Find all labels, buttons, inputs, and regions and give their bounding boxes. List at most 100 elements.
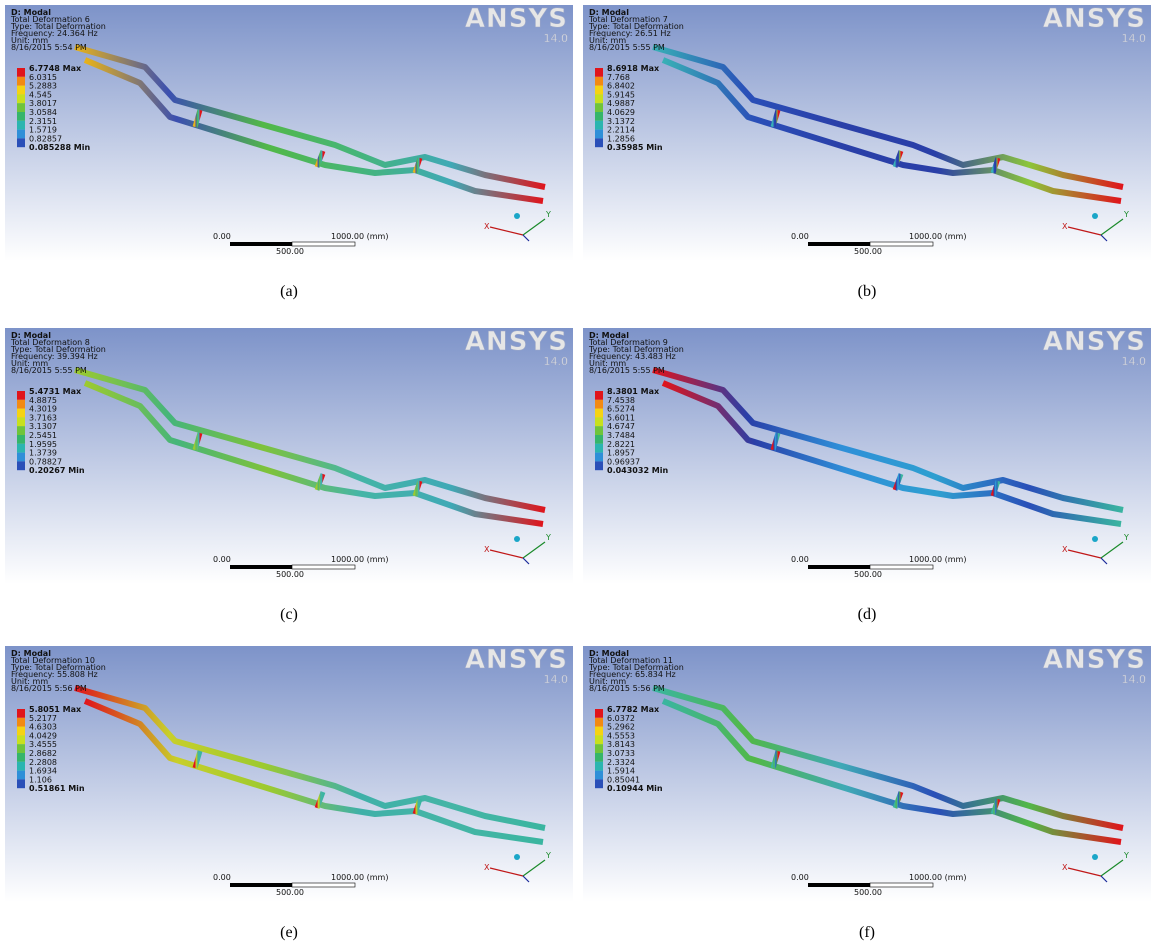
legend-label: 4.0629	[607, 108, 635, 117]
legend-label: 4.5553	[607, 731, 635, 740]
scale-start: 0.00	[791, 232, 809, 241]
legend-swatch	[595, 709, 603, 718]
legend-label: 0.10944 Min	[607, 784, 663, 793]
legend-swatch	[17, 86, 25, 95]
legend-label: 1.8957	[607, 449, 635, 458]
legend-swatch	[595, 762, 603, 771]
legend-swatch	[17, 735, 25, 744]
legend-swatch	[17, 112, 25, 121]
logo-version: 14.0	[544, 32, 569, 45]
legend-label: 3.0733	[607, 749, 635, 758]
legend-label: 1.106	[29, 775, 52, 784]
scale-end: 1000.00 (mm)	[331, 555, 388, 564]
legend-label: 8.3801 Max	[607, 387, 660, 396]
legend-label: 5.8051 Max	[29, 705, 82, 714]
legend-swatch	[17, 709, 25, 718]
legend-swatch	[595, 409, 603, 418]
legend-swatch	[595, 718, 603, 727]
legend-label: 1.2856	[607, 134, 635, 143]
legend-swatch	[595, 77, 603, 86]
legend-swatch	[595, 444, 603, 453]
scale-mid: 500.00	[276, 570, 304, 579]
legend-label: 4.0429	[29, 731, 57, 740]
legend-swatch	[17, 453, 25, 462]
scale-bar-dark	[808, 883, 870, 887]
legend-label: 0.82857	[29, 134, 62, 143]
legend-label: 2.8682	[29, 749, 57, 758]
legend-label: 0.35985 Min	[607, 143, 663, 152]
scale-bar-light	[292, 242, 355, 246]
triad-x-label: X	[484, 222, 490, 231]
logo-version: 14.0	[1122, 355, 1147, 368]
scale-end: 1000.00 (mm)	[909, 873, 966, 882]
panel-caption: (a)	[5, 283, 573, 301]
legend-label: 6.0315	[29, 73, 57, 82]
scale-end: 1000.00 (mm)	[331, 232, 388, 241]
header-timestamp: 8/16/2015 5:55 PM	[589, 366, 665, 375]
scale-start: 0.00	[213, 873, 231, 882]
legend-label: 4.6747	[607, 422, 635, 431]
scale-bar-dark	[230, 565, 292, 569]
header-timestamp: 8/16/2015 5:56 PM	[11, 684, 87, 693]
legend-swatch	[17, 138, 25, 147]
legend-label: 2.2114	[607, 126, 635, 135]
legend-label: 2.3324	[607, 758, 635, 767]
legend-label: 0.78827	[29, 457, 62, 466]
legend-swatch	[595, 94, 603, 103]
legend-swatch	[17, 426, 25, 435]
legend-swatch	[17, 435, 25, 444]
legend-label: 2.2808	[29, 758, 57, 767]
logo-name: ANSYS	[1043, 646, 1146, 675]
legend-swatch	[17, 444, 25, 453]
legend-label: 0.20267 Min	[29, 466, 85, 475]
triad-y-label: Y	[1123, 851, 1129, 860]
scale-bar-dark	[230, 883, 292, 887]
legend-swatch	[17, 461, 25, 470]
legend-label: 8.6918 Max	[607, 64, 660, 73]
legend-swatch	[595, 435, 603, 444]
legend-label: 7.4538	[607, 396, 635, 405]
legend-label: 1.5914	[607, 767, 635, 776]
legend-label: 6.7748 Max	[29, 64, 82, 73]
scale-end: 1000.00 (mm)	[909, 232, 966, 241]
panel-caption: (c)	[5, 606, 573, 624]
legend-swatch	[17, 103, 25, 112]
triad-y-label: Y	[1123, 533, 1129, 542]
legend-label: 1.9595	[29, 440, 57, 449]
ansys-screenshot: D: ModalTotal Deformation 11Type: Total …	[583, 646, 1151, 902]
legend-swatch	[17, 409, 25, 418]
logo-version: 14.0	[544, 673, 569, 686]
ansys-screenshot: D: ModalTotal Deformation 9Type: Total D…	[583, 328, 1151, 584]
scale-mid: 500.00	[854, 247, 882, 256]
legend-label: 4.3019	[29, 405, 57, 414]
legend-label: 1.5719	[29, 126, 57, 135]
scale-end: 1000.00 (mm)	[331, 873, 388, 882]
legend-swatch	[17, 417, 25, 426]
triad-ball	[514, 536, 520, 542]
legend-swatch	[17, 68, 25, 77]
triad-ball	[1092, 536, 1098, 542]
legend-label: 4.6303	[29, 723, 57, 732]
triad-y-label: Y	[545, 533, 551, 542]
legend-swatch	[595, 417, 603, 426]
legend-swatch	[595, 68, 603, 77]
legend-swatch	[595, 735, 603, 744]
logo-version: 14.0	[544, 355, 569, 368]
legend-label: 6.5274	[607, 405, 635, 414]
ansys-screenshot: D: ModalTotal Deformation 6Type: Total D…	[5, 5, 573, 261]
triad-ball	[1092, 854, 1098, 860]
legend-swatch	[595, 771, 603, 780]
scale-bar-dark	[808, 565, 870, 569]
logo-name: ANSYS	[465, 328, 568, 357]
legend-swatch	[17, 400, 25, 409]
triad-ball	[1092, 213, 1098, 219]
legend-swatch	[17, 130, 25, 139]
legend-label: 3.0584	[29, 108, 57, 117]
legend-swatch	[17, 771, 25, 780]
scale-mid: 500.00	[854, 888, 882, 897]
legend-swatch	[17, 77, 25, 86]
legend-label: 0.51861 Min	[29, 784, 85, 793]
logo-name: ANSYS	[1043, 5, 1146, 34]
legend-label: 4.9887	[607, 99, 635, 108]
scale-bar-dark	[808, 242, 870, 246]
